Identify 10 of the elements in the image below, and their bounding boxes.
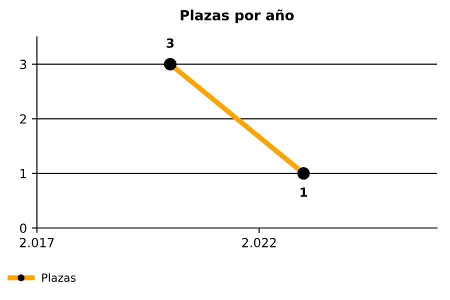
y-tick-label: 2 [20, 114, 26, 124]
y-tick-label: 1 [20, 169, 26, 178]
y-tick-label: 3 [20, 60, 26, 70]
data-label: 3 [166, 38, 174, 48]
x-tick-label: 2.017 [20, 238, 54, 248]
chart-title: Plazas por año [180, 9, 294, 24]
y-tick-label: 0 [20, 223, 26, 233]
data-label: 1 [300, 188, 308, 197]
legend-label: Plazas [42, 273, 76, 282]
x-tick-label: 2.022 [242, 238, 276, 248]
